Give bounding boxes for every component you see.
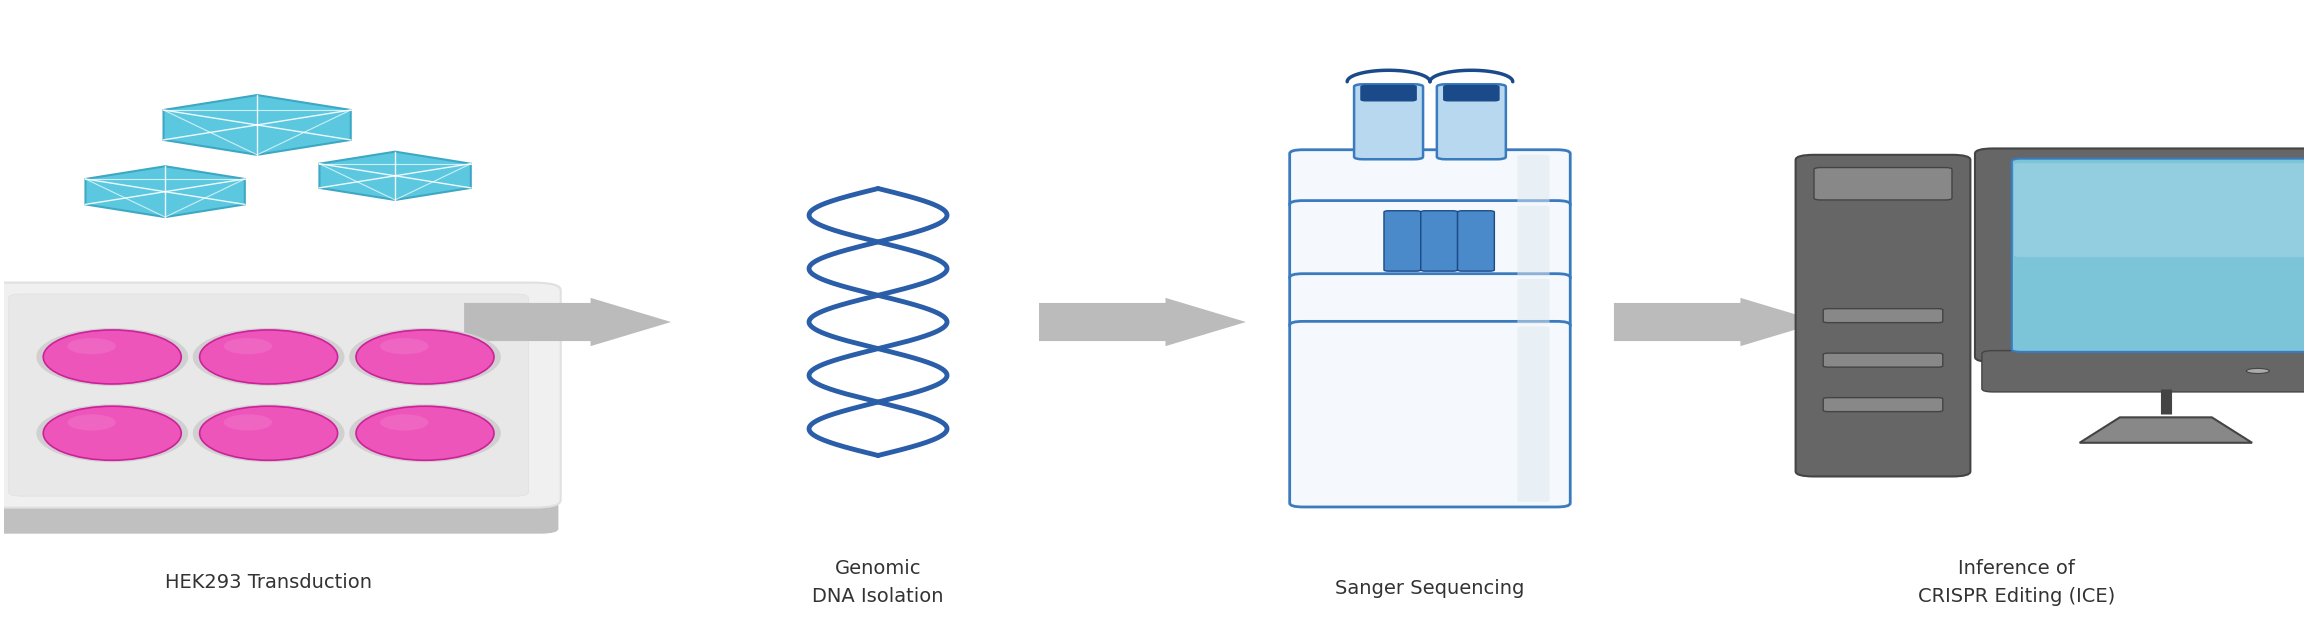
Text: Genomic
DNA Isolation: Genomic DNA Isolation	[812, 559, 944, 606]
FancyBboxPatch shape	[1976, 149, 2308, 362]
Ellipse shape	[381, 414, 429, 431]
Polygon shape	[319, 151, 471, 200]
Polygon shape	[1039, 298, 1246, 346]
Ellipse shape	[224, 338, 272, 354]
Ellipse shape	[44, 330, 182, 384]
FancyBboxPatch shape	[1823, 397, 1943, 412]
FancyBboxPatch shape	[9, 294, 529, 496]
FancyBboxPatch shape	[2013, 158, 2308, 352]
FancyBboxPatch shape	[1290, 200, 1569, 281]
FancyBboxPatch shape	[1814, 167, 1953, 200]
Ellipse shape	[194, 404, 344, 462]
Ellipse shape	[67, 338, 115, 354]
FancyBboxPatch shape	[1385, 211, 1422, 271]
Ellipse shape	[349, 328, 501, 386]
FancyBboxPatch shape	[1355, 84, 1424, 159]
Polygon shape	[85, 166, 245, 217]
Ellipse shape	[198, 330, 337, 384]
Ellipse shape	[67, 414, 115, 431]
FancyBboxPatch shape	[1823, 353, 1943, 367]
FancyBboxPatch shape	[1445, 86, 1498, 101]
Text: HEK293 Transduction: HEK293 Transduction	[166, 573, 372, 592]
FancyBboxPatch shape	[0, 283, 561, 507]
Ellipse shape	[349, 404, 501, 462]
Ellipse shape	[194, 328, 344, 386]
FancyBboxPatch shape	[1438, 84, 1505, 159]
FancyBboxPatch shape	[1796, 155, 1971, 477]
Polygon shape	[1613, 298, 1821, 346]
Ellipse shape	[355, 406, 494, 460]
FancyBboxPatch shape	[1516, 205, 1549, 276]
Ellipse shape	[37, 404, 189, 462]
Polygon shape	[464, 298, 672, 346]
Ellipse shape	[381, 338, 429, 354]
FancyBboxPatch shape	[1983, 350, 2308, 392]
FancyBboxPatch shape	[1459, 211, 1493, 271]
Text: Sanger Sequencing: Sanger Sequencing	[1336, 580, 1526, 598]
Ellipse shape	[355, 330, 494, 384]
FancyBboxPatch shape	[1516, 155, 1549, 203]
FancyBboxPatch shape	[2015, 163, 2308, 257]
FancyBboxPatch shape	[1290, 150, 1569, 208]
FancyBboxPatch shape	[1516, 279, 1549, 324]
FancyBboxPatch shape	[1823, 308, 1943, 323]
FancyBboxPatch shape	[1422, 211, 1459, 271]
FancyBboxPatch shape	[0, 492, 559, 534]
FancyBboxPatch shape	[1516, 327, 1549, 502]
FancyBboxPatch shape	[1290, 274, 1569, 329]
Ellipse shape	[198, 406, 337, 460]
Ellipse shape	[224, 414, 272, 431]
Ellipse shape	[2246, 368, 2269, 374]
Ellipse shape	[44, 406, 182, 460]
Polygon shape	[2080, 417, 2253, 443]
FancyBboxPatch shape	[1290, 321, 1569, 507]
FancyBboxPatch shape	[1362, 86, 1417, 101]
Polygon shape	[164, 95, 351, 155]
Text: Inference of
CRISPR Editing (ICE): Inference of CRISPR Editing (ICE)	[1918, 559, 2114, 606]
Ellipse shape	[37, 328, 189, 386]
